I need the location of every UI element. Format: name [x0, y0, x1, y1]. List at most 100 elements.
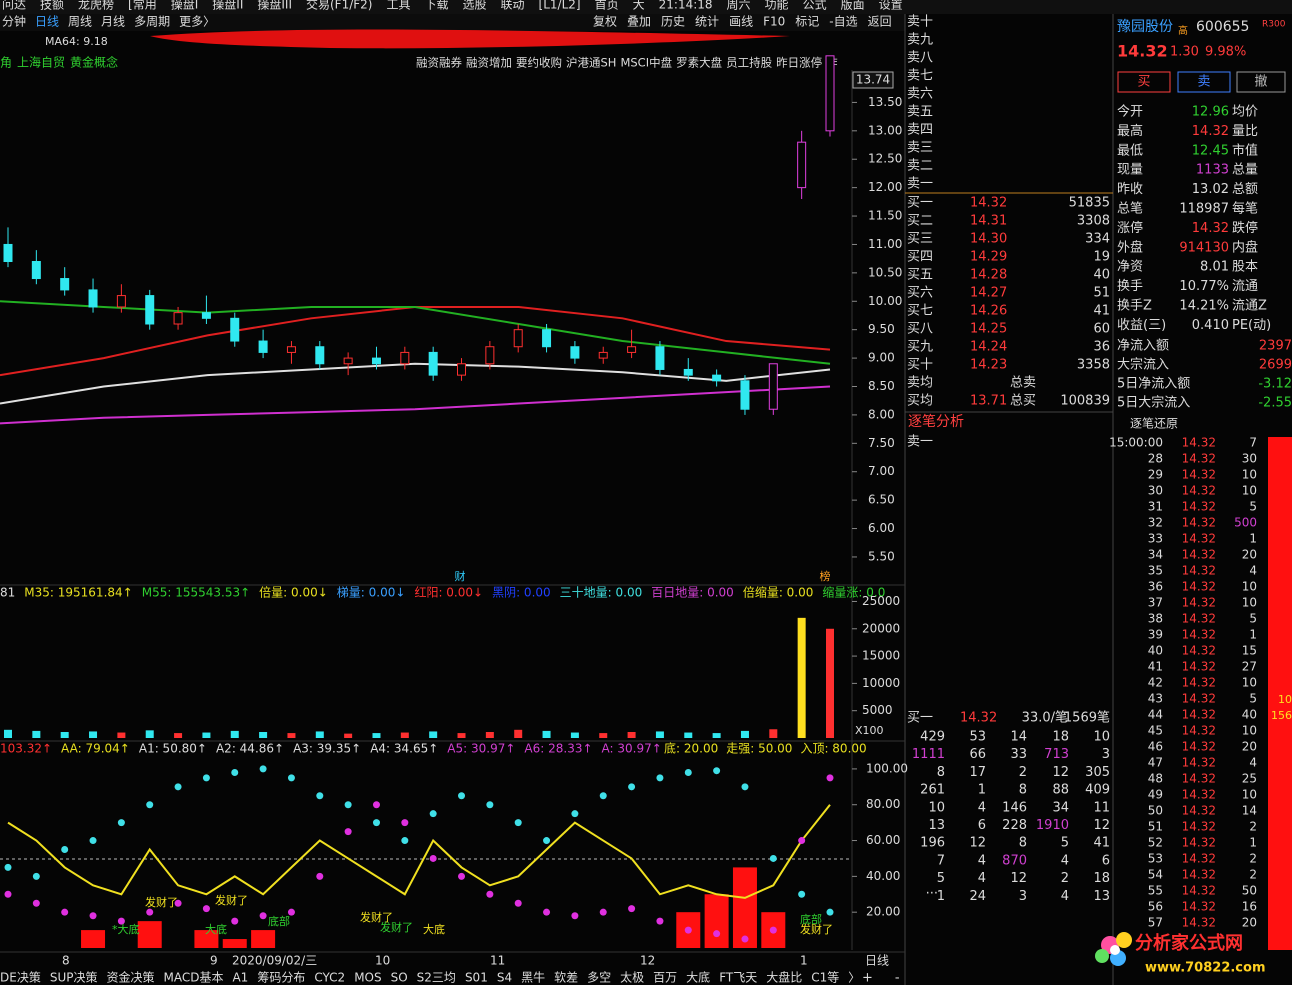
tool-button[interactable]: 复权	[593, 15, 617, 29]
indicator-tab[interactable]: DE决策	[0, 971, 41, 985]
period-tab[interactable]: 日线	[35, 15, 59, 29]
indicator-tab[interactable]: 资金决策	[106, 970, 154, 985]
tick-price: 14.32	[1182, 772, 1216, 786]
y-tick-label: 9.50	[868, 322, 895, 336]
tick-price: 14.32	[1182, 756, 1216, 770]
indicator-tab[interactable]: S2三均	[417, 971, 456, 985]
menu-item[interactable]: 首页	[595, 0, 619, 12]
menu-item[interactable]: 下载	[425, 0, 449, 12]
indicator-tab[interactable]: S01	[465, 971, 488, 985]
per-trade: 33.0/笔	[1022, 710, 1068, 726]
tool-button[interactable]: 历史	[661, 15, 685, 29]
menu-item[interactable]: 设置	[879, 0, 903, 12]
tool-button[interactable]: 统计	[695, 15, 719, 29]
indicator-tab[interactable]: CYC2	[314, 971, 345, 985]
logo-name: 分析家公式网	[1135, 932, 1243, 954]
sell-button[interactable]	[1177, 71, 1231, 93]
indicator-dot	[514, 819, 522, 827]
tick-volume: 14	[1242, 804, 1257, 818]
menu-item[interactable]: 技额	[40, 0, 64, 12]
quote-label: 收益(三)	[1117, 318, 1166, 333]
indicator-tab[interactable]: SO	[391, 971, 408, 985]
order-size: 12	[1052, 765, 1069, 780]
menu-item[interactable]: 操盘III	[257, 0, 292, 12]
y-tick-label: 40.00	[866, 869, 900, 883]
zoom-control[interactable]: -	[895, 971, 900, 985]
menu-item[interactable]: 操盘I	[171, 0, 199, 12]
candle-body	[3, 243, 13, 262]
menu-item[interactable]: 交易(F1/F2)	[306, 0, 372, 12]
indicator-tab[interactable]: FT飞天	[719, 971, 757, 985]
menu-item[interactable]: 版面	[841, 0, 865, 12]
tool-button[interactable]: 画线	[729, 15, 753, 29]
trade-button[interactable]: 买	[1137, 75, 1150, 90]
trade-button[interactable]: 卖	[1197, 75, 1210, 90]
order-size: 1	[978, 783, 986, 798]
indicator-tab[interactable]: 太极	[620, 970, 644, 985]
tool-button[interactable]: 返回	[868, 15, 892, 29]
ask-label: 卖六	[907, 87, 933, 102]
period-tab[interactable]: 分钟	[2, 14, 26, 29]
menu-item[interactable]: [常用	[128, 0, 157, 12]
toolbar	[0, 14, 905, 31]
indicator-tab[interactable]: 筹码分布	[257, 971, 305, 985]
indicator-legend: AA: 79.04↑	[61, 742, 130, 756]
indicator-dot	[826, 908, 834, 916]
period-tab[interactable]: 多周期	[134, 15, 170, 29]
indicator-tab[interactable]: A1	[232, 971, 248, 985]
period-tab[interactable]: 更多〉	[179, 15, 215, 29]
indicator-tab[interactable]: MACD基本	[163, 971, 223, 985]
period-tab[interactable]: 月线	[101, 15, 125, 29]
cancel-button[interactable]	[1236, 71, 1286, 93]
menu-item[interactable]: 大	[633, 0, 645, 12]
volume-legend: 百日地量: 0.00	[651, 586, 734, 600]
menu-item[interactable]: 21:14:18	[659, 0, 713, 12]
indicator-tab[interactable]: 黑牛	[521, 970, 545, 985]
indicator-tab[interactable]: MOS	[354, 971, 381, 985]
indicator-tab[interactable]: S4	[497, 971, 512, 985]
indicator-tab[interactable]: 大盘比	[766, 970, 802, 985]
indicator-tab[interactable]: 〉	[848, 971, 860, 985]
menu-item[interactable]: 龙虎榜	[78, 0, 114, 12]
indicator-tab[interactable]: SUP决策	[50, 971, 98, 985]
tool-button[interactable]: F10	[763, 15, 785, 29]
menu-item[interactable]: 公式	[803, 0, 827, 12]
tick-time: 44	[1148, 708, 1163, 722]
menu-item[interactable]: 选股	[463, 0, 487, 12]
tool-button[interactable]: 叠加	[627, 15, 651, 29]
menu-item[interactable]: 功能	[765, 0, 789, 12]
indicator-tab[interactable]: 多空	[587, 971, 611, 985]
ma-line	[0, 305, 831, 377]
tool-button[interactable]: -自选	[829, 15, 857, 29]
indicator-tab[interactable]: 百万	[653, 971, 677, 985]
volume-bar	[514, 729, 523, 738]
menu-item[interactable]: [L1/L2]	[539, 0, 581, 12]
avg-label: 总买	[1010, 394, 1036, 409]
menu-item[interactable]: 联动	[501, 0, 525, 12]
indicator-dot	[401, 819, 409, 827]
trade-button[interactable]: 撤	[1254, 74, 1267, 90]
volume-bar	[315, 731, 324, 738]
y-tick-label: 9.00	[868, 351, 895, 365]
zoom-control[interactable]: +	[862, 971, 873, 985]
indicator-tab[interactable]: C1等	[811, 971, 839, 985]
indicator-tab[interactable]: 大底	[686, 970, 710, 985]
menu-item[interactable]: 工具	[386, 0, 410, 12]
indicator-dot	[344, 801, 352, 809]
tool-button[interactable]: 标记	[795, 15, 819, 29]
buy-button[interactable]	[1117, 71, 1171, 93]
quote-label: PE(动)	[1232, 318, 1271, 333]
quote-label: 现量	[1117, 163, 1143, 178]
indicator-dot	[684, 926, 692, 934]
quote-value: 914130	[1179, 240, 1229, 255]
menu-item[interactable]: 周六	[727, 0, 751, 12]
tick-price: 14.32	[1182, 916, 1216, 930]
tick-price: 14.32	[1182, 724, 1216, 738]
indicator-tab[interactable]: 软差	[554, 971, 578, 985]
menu-item[interactable]: 问达	[2, 0, 26, 12]
concept: 角	[0, 56, 12, 70]
period-tab[interactable]: 周线	[68, 15, 92, 29]
quote-label: 涨停	[1117, 220, 1143, 236]
tick-volume: 4	[1249, 564, 1257, 578]
menu-item[interactable]: 操盘II	[212, 0, 243, 12]
